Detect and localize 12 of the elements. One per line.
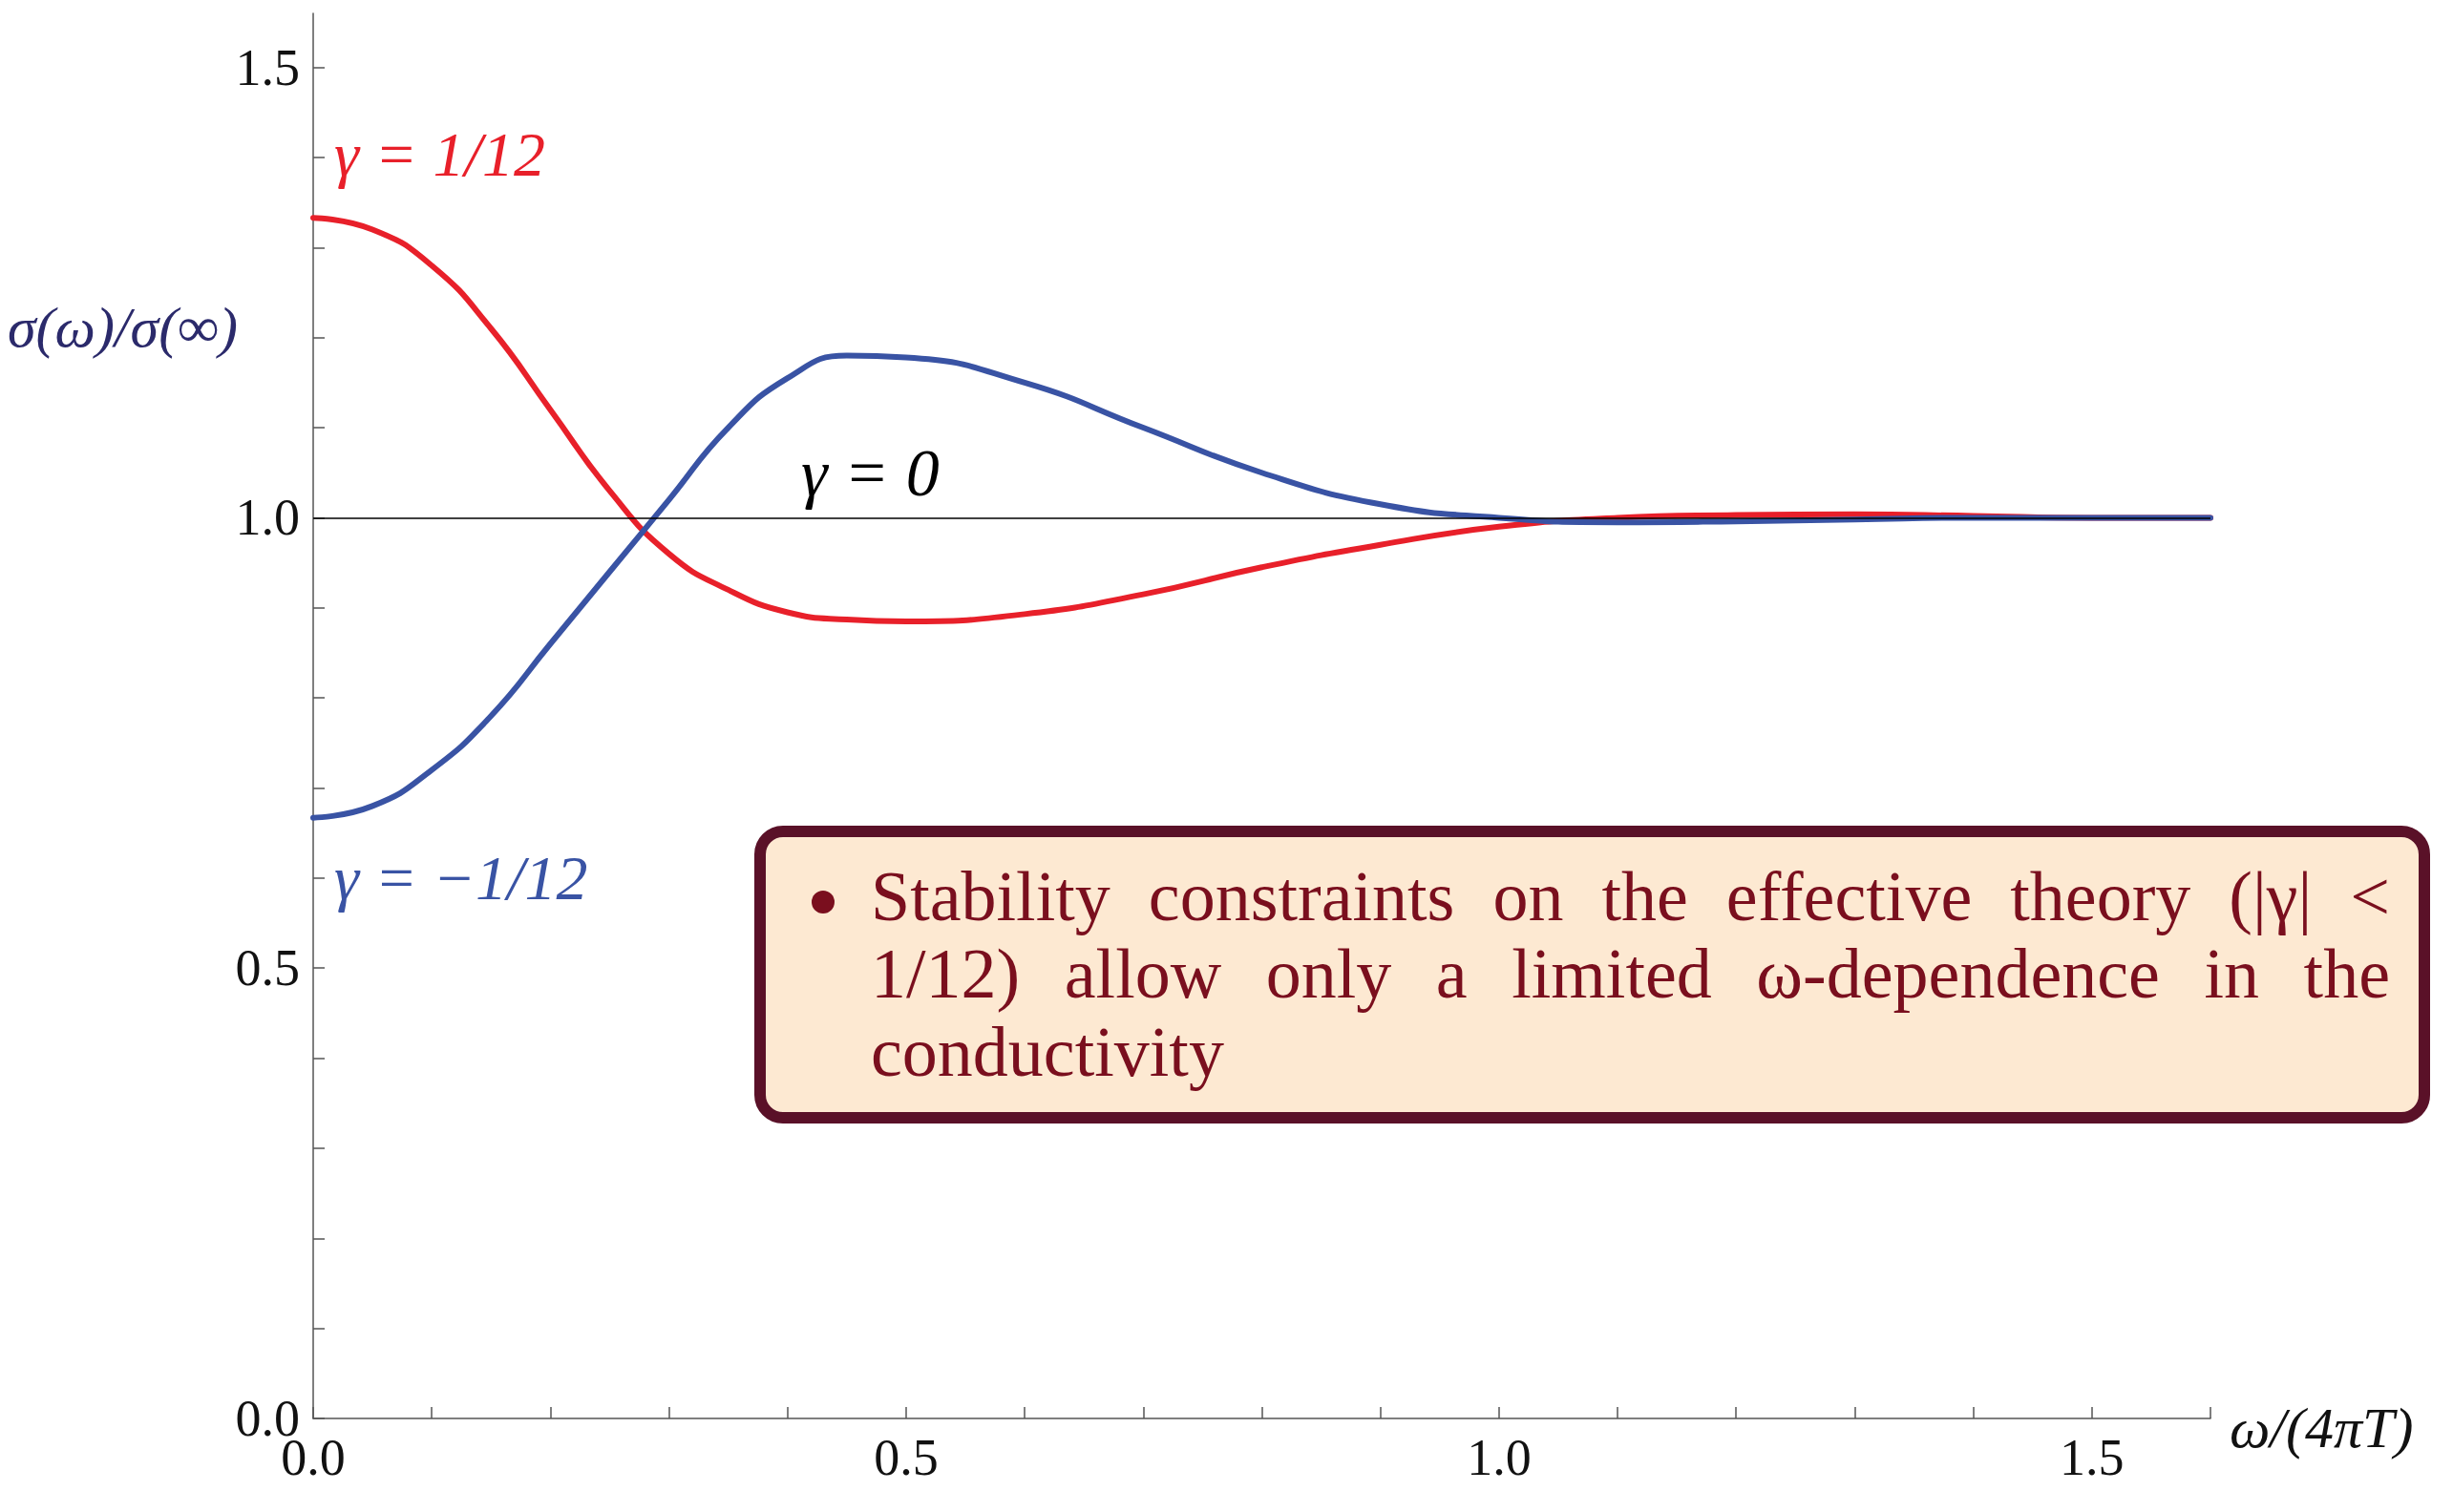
series-label: γ = −1/12 bbox=[334, 843, 588, 914]
y-tick-label: 1.0 bbox=[235, 489, 300, 547]
x-tick-label: 0.5 bbox=[874, 1429, 939, 1486]
x-axis-title: ω/(4πT) bbox=[2230, 1396, 2414, 1460]
annotation: Stability constraints on the effective theory (|γ| < 1/12) allow only a limited ω-dependence in the conductivity bbox=[871, 857, 2390, 1092]
series-label: γ = 1/12 bbox=[334, 118, 545, 189]
x-tick-label: 1.5 bbox=[2060, 1429, 2125, 1486]
y-axis-title: σ(ω)/σ(∞) bbox=[8, 295, 238, 359]
x-tick-label: 1.0 bbox=[1467, 1429, 1532, 1486]
annotation: γ = 0 bbox=[800, 435, 940, 510]
y-tick-label: 0.5 bbox=[235, 939, 300, 998]
y-tick-label: 1.5 bbox=[235, 38, 300, 96]
